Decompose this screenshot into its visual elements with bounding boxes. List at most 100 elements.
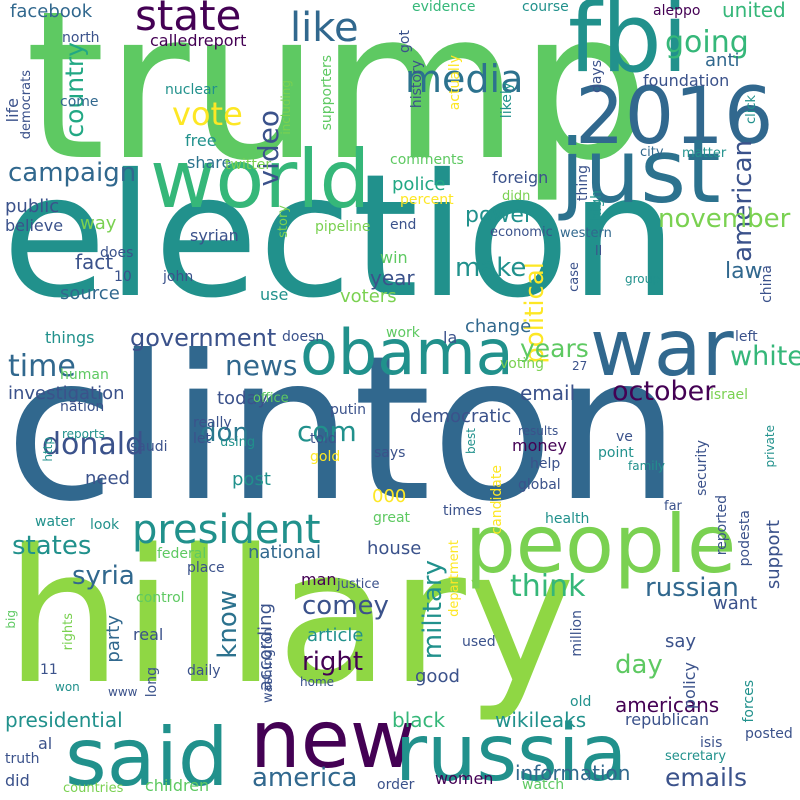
word-say: say xyxy=(665,631,697,652)
word-really: really xyxy=(193,415,232,431)
word-000: 000 xyxy=(372,486,407,507)
word-states: states xyxy=(12,531,92,561)
word-facebook: facebook xyxy=(10,1,93,22)
word-russia: russia xyxy=(395,709,628,799)
word-history: history xyxy=(409,60,425,109)
word-including: including xyxy=(279,80,293,135)
word-women: women xyxy=(435,769,494,788)
word-let: let xyxy=(193,431,211,447)
word-countries: countries xyxy=(63,781,124,796)
word-big: big xyxy=(4,610,18,629)
word-calledreport: calledreport xyxy=(150,31,247,50)
word-click: click xyxy=(744,95,759,125)
word-help: help xyxy=(530,456,561,472)
word-government: government xyxy=(130,324,277,352)
word-americans: americans xyxy=(615,693,720,717)
word-november: november xyxy=(658,204,791,234)
word-police: police xyxy=(392,174,446,195)
word-global: global xyxy=(518,477,561,493)
word-family: family xyxy=(628,459,666,473)
word-human: human xyxy=(60,367,109,383)
word-military: military xyxy=(418,560,448,660)
word-http: http xyxy=(41,437,55,462)
word-policy: policy xyxy=(680,662,699,710)
word-want: want xyxy=(713,593,758,614)
word-western: western xyxy=(560,226,612,241)
word-2016: 2016 xyxy=(575,72,774,162)
word-ve: ve xyxy=(616,429,633,445)
word-need: need xyxy=(85,468,130,489)
word-state: state xyxy=(135,0,242,40)
word-use: use xyxy=(260,285,289,304)
word-support: support xyxy=(763,520,784,590)
word-rights: rights xyxy=(61,613,76,651)
word-economic: economic xyxy=(490,225,553,240)
word-syrian: syrian xyxy=(190,226,239,245)
word-come: come xyxy=(60,94,99,110)
word-foreign: foreign xyxy=(492,168,549,187)
word-syria: syria xyxy=(72,561,135,591)
word-foundation: foundation xyxy=(643,71,730,90)
word-real: real xyxy=(133,625,164,644)
word-article: article xyxy=(307,625,364,646)
word-email: email xyxy=(520,381,576,405)
word-president: president xyxy=(132,507,321,553)
word-gold: gold xyxy=(310,449,341,465)
word-ll: ll xyxy=(595,244,603,259)
word-won: won xyxy=(55,680,80,694)
word-law: law xyxy=(725,259,763,284)
word-course: course xyxy=(522,0,569,15)
word-www: www xyxy=(108,685,138,699)
word-long: long xyxy=(144,667,160,698)
word-10: 10 xyxy=(114,269,132,285)
word-forces: forces xyxy=(741,680,757,723)
word-water: water xyxy=(35,514,75,530)
word-election: election xyxy=(2,138,678,336)
word-private: private xyxy=(763,425,777,468)
word-point: point xyxy=(598,445,634,461)
word-obama: obama xyxy=(300,316,514,389)
word-good: good xyxy=(415,666,460,687)
word-11: 11 xyxy=(40,662,58,678)
word-watch: watch xyxy=(522,777,565,793)
word-doesn: doesn xyxy=(282,329,325,345)
word-public: public xyxy=(5,196,60,217)
word-podesta: podesta xyxy=(737,510,753,567)
word-share: share xyxy=(187,153,232,172)
word-american: american xyxy=(728,140,758,262)
word-money: money xyxy=(512,436,567,455)
word-order: order xyxy=(377,777,415,793)
word-city: city xyxy=(640,145,664,160)
word-investigation: investigation xyxy=(8,383,125,404)
word-people: people xyxy=(465,498,737,591)
word-don: don xyxy=(200,418,249,448)
word-far: far xyxy=(664,499,682,514)
word-know: know xyxy=(213,590,243,659)
word-old: old xyxy=(570,694,592,710)
word-nation: nation xyxy=(60,399,105,415)
word-al: al xyxy=(38,734,53,753)
word-time: time xyxy=(8,349,76,384)
word-place: place xyxy=(187,560,225,576)
word-post: post xyxy=(232,469,271,490)
word-right: right xyxy=(302,647,364,677)
word-children: children xyxy=(145,776,210,795)
word-power: power xyxy=(465,203,533,228)
word-voters: voters xyxy=(340,286,397,307)
word-world: world xyxy=(150,133,371,226)
word-war: war xyxy=(590,304,734,394)
word-news: news xyxy=(225,349,298,382)
word-27: 27 xyxy=(572,359,588,373)
word-today: today xyxy=(217,388,269,409)
word-black: black xyxy=(392,708,446,732)
word-security: security xyxy=(694,440,710,496)
word-presidential: presidential xyxy=(5,708,123,732)
word-hillary: hillary xyxy=(5,509,576,725)
word-justice: justice xyxy=(337,577,380,592)
word-secretary: secretary xyxy=(665,749,727,764)
word-comments: comments xyxy=(390,152,464,168)
word-just: just xyxy=(560,120,721,223)
word-used: used xyxy=(462,634,496,650)
word-information: information xyxy=(515,761,631,785)
